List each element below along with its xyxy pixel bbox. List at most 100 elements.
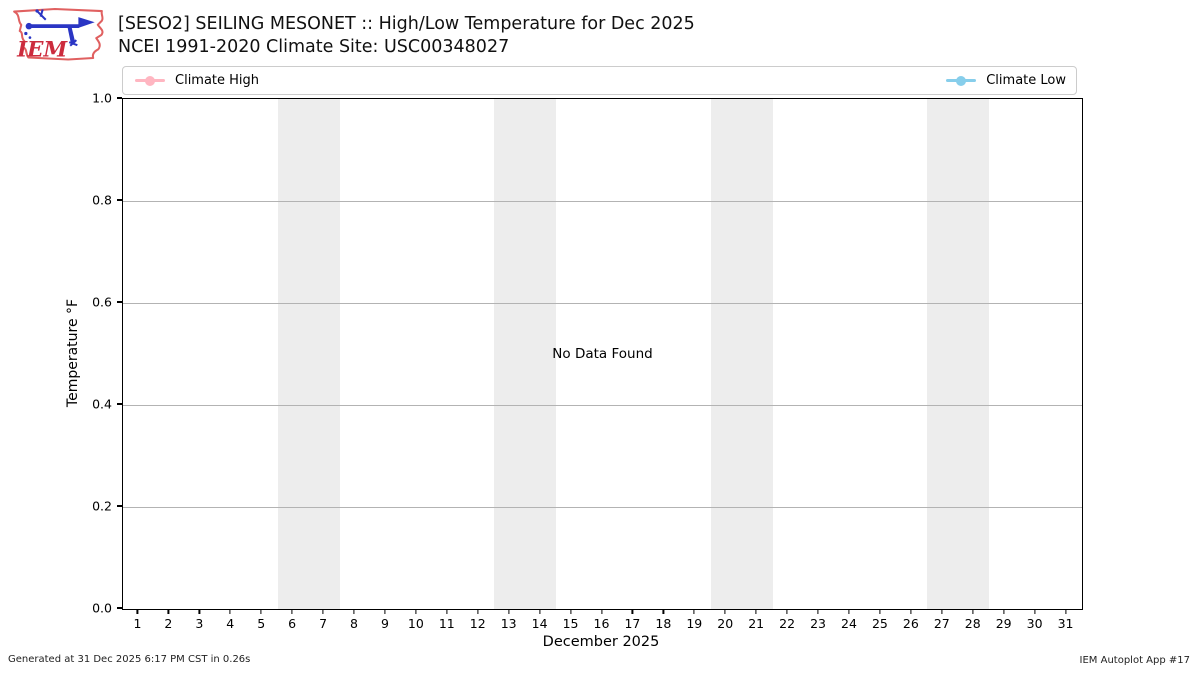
logo-text: IEM: [16, 37, 68, 62]
y-tick-mark: [117, 199, 122, 201]
x-tick-mark: [848, 609, 850, 614]
weekend-band: [927, 99, 990, 609]
x-tick-label: 24: [841, 616, 857, 631]
chart-subtitle: NCEI 1991-2020 Climate Site: USC00348027: [118, 37, 510, 57]
x-tick-mark: [136, 609, 139, 614]
y-gridline: [123, 303, 1082, 304]
plot-area: No Data Found: [122, 98, 1083, 610]
legend-label-climate-low: Climate Low: [986, 73, 1066, 88]
y-gridline: [123, 507, 1082, 508]
x-tick-label: 19: [686, 616, 703, 631]
x-tick-mark: [569, 609, 572, 614]
y-tick-label: 1.0: [92, 90, 112, 106]
x-tick-mark: [539, 609, 541, 614]
no-data-message: No Data Found: [552, 346, 653, 362]
x-tick-mark: [941, 609, 943, 614]
x-tick-mark: [508, 609, 510, 614]
x-tick-label: 14: [531, 616, 548, 631]
x-tick-mark: [322, 609, 324, 614]
y-gridline: [123, 201, 1082, 202]
weekend-band: [710, 99, 773, 609]
x-tick-mark: [724, 609, 726, 614]
generated-timestamp: Generated at 31 Dec 2025 6:17 PM CST in …: [8, 654, 251, 665]
x-tick-mark: [198, 609, 200, 614]
x-tick-label: 4: [226, 616, 235, 631]
weekend-band: [277, 99, 340, 609]
x-tick-mark: [1064, 609, 1067, 614]
x-tick-label: 16: [593, 616, 610, 631]
x-tick-label: 3: [195, 616, 204, 631]
x-tick-mark: [477, 609, 479, 614]
y-tick-mark: [117, 97, 122, 99]
x-tick-label: 7: [319, 616, 328, 631]
legend-item-climate-low: Climate Low: [946, 73, 1066, 88]
x-tick-mark: [662, 609, 664, 614]
x-tick-label: 18: [655, 616, 672, 631]
x-tick-mark: [1003, 609, 1005, 614]
x-tick-mark: [167, 609, 169, 614]
x-tick-label: 2: [164, 616, 173, 631]
x-tick-label: 31: [1057, 616, 1074, 631]
x-tick-mark: [972, 609, 974, 614]
x-tick-label: 20: [717, 616, 734, 631]
y-tick-mark: [117, 505, 122, 507]
x-tick-label: 22: [779, 616, 796, 631]
x-tick-mark: [817, 609, 819, 614]
x-tick-mark: [446, 609, 448, 614]
x-tick-mark: [415, 609, 417, 614]
chart-title: [SESO2] SEILING MESONET :: High/Low Temp…: [118, 14, 695, 34]
y-tick-label: 0.2: [92, 498, 112, 514]
x-axis-label: December 2025: [542, 634, 660, 650]
x-tick-mark: [384, 609, 386, 614]
x-tick-mark: [631, 609, 634, 614]
climate-high-marker-icon: [135, 75, 165, 86]
x-tick-label: 11: [438, 616, 455, 631]
y-tick-mark: [117, 607, 122, 609]
x-tick-label: 28: [964, 616, 981, 631]
x-tick-mark: [291, 609, 293, 614]
y-axis-label: Temperature °F: [65, 298, 81, 408]
x-tick-label: 27: [933, 616, 950, 631]
weekend-band: [494, 99, 557, 609]
x-tick-mark: [879, 609, 881, 614]
x-tick-mark: [1034, 609, 1036, 614]
x-tick-label: 21: [748, 616, 765, 631]
y-tick-label: 0.6: [92, 294, 112, 310]
y-tick-label: 0.0: [92, 600, 112, 616]
x-tick-label: 26: [902, 616, 919, 631]
app-credit: IEM Autoplot App #17: [1079, 655, 1190, 666]
x-tick-label: 9: [380, 616, 389, 631]
x-tick-label: 8: [350, 616, 358, 631]
chart-title-block: [SESO2] SEILING MESONET :: High/Low Temp…: [118, 13, 695, 59]
legend-item-climate-high: Climate High: [135, 73, 259, 88]
x-tick-label: 25: [871, 616, 888, 631]
x-tick-label: 10: [407, 616, 424, 631]
x-tick-mark: [693, 609, 695, 614]
x-tick-mark: [229, 609, 231, 614]
climate-low-marker-icon: [946, 75, 977, 86]
x-tick-mark: [260, 609, 262, 614]
weather-vane-icon: [24, 9, 95, 47]
y-tick-label: 0.4: [92, 396, 112, 412]
x-tick-label: 30: [1026, 616, 1043, 631]
y-tick-mark: [117, 403, 122, 405]
x-tick-label: 12: [469, 616, 486, 631]
x-tick-label: 15: [562, 616, 579, 631]
iem-logo: IEM: [13, 7, 104, 62]
x-tick-label: 17: [624, 616, 641, 631]
x-tick-label: 13: [500, 616, 517, 631]
x-tick-label: 5: [257, 616, 266, 631]
x-tick-mark: [786, 609, 788, 614]
x-tick-mark: [755, 609, 757, 614]
y-tick-label: 0.8: [92, 192, 112, 208]
x-tick-mark: [600, 609, 603, 614]
x-tick-label: 6: [288, 616, 297, 631]
x-tick-mark: [910, 609, 912, 614]
y-gridline: [123, 405, 1082, 406]
legend-label-climate-high: Climate High: [175, 73, 260, 88]
x-tick-label: 23: [810, 616, 826, 631]
x-tick-label: 29: [995, 616, 1012, 631]
legend: Climate High Climate Low: [122, 66, 1077, 95]
x-tick-label: 1: [133, 616, 142, 631]
